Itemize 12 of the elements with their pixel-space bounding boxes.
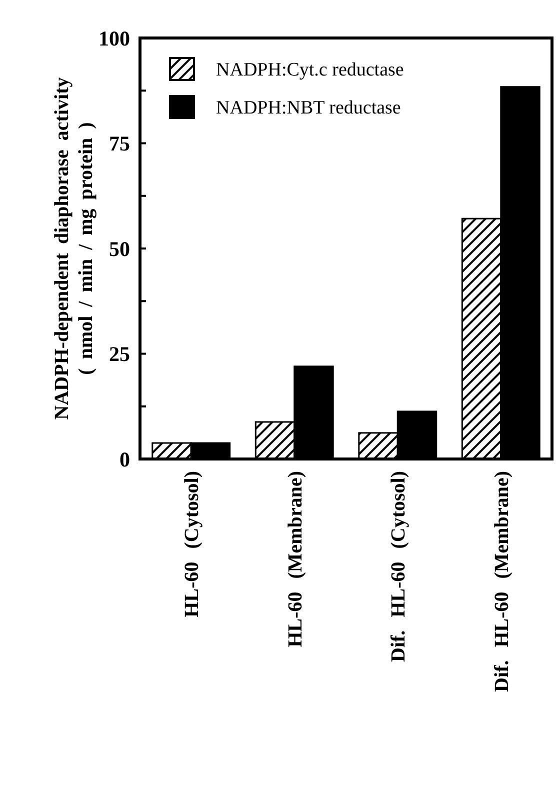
y-tick-label: 50 — [109, 236, 130, 261]
y-tick-label: 25 — [109, 342, 130, 366]
x-tick-label: HL-60 (Cytosol) — [181, 471, 204, 618]
legend-label: NADPH:Cyt.c reductase — [216, 60, 404, 81]
y-tick-label: 100 — [98, 26, 130, 50]
y-axis-title: NADPH-dependent diaphorase activity ( nmol / min / mg protein ) — [51, 77, 97, 420]
y-tick-label: 75 — [109, 132, 130, 156]
x-tick-label: Dif. HL-60 (Membrane) — [490, 471, 513, 692]
y-tick-label: 0 — [120, 447, 130, 472]
x-tick-label: Dif. HL-60 (Cytosol) — [388, 471, 410, 662]
x-tick-label: HL-60 (Membrane) — [284, 471, 306, 648]
legend-label: NADPH:NBT reductase — [216, 98, 401, 119]
